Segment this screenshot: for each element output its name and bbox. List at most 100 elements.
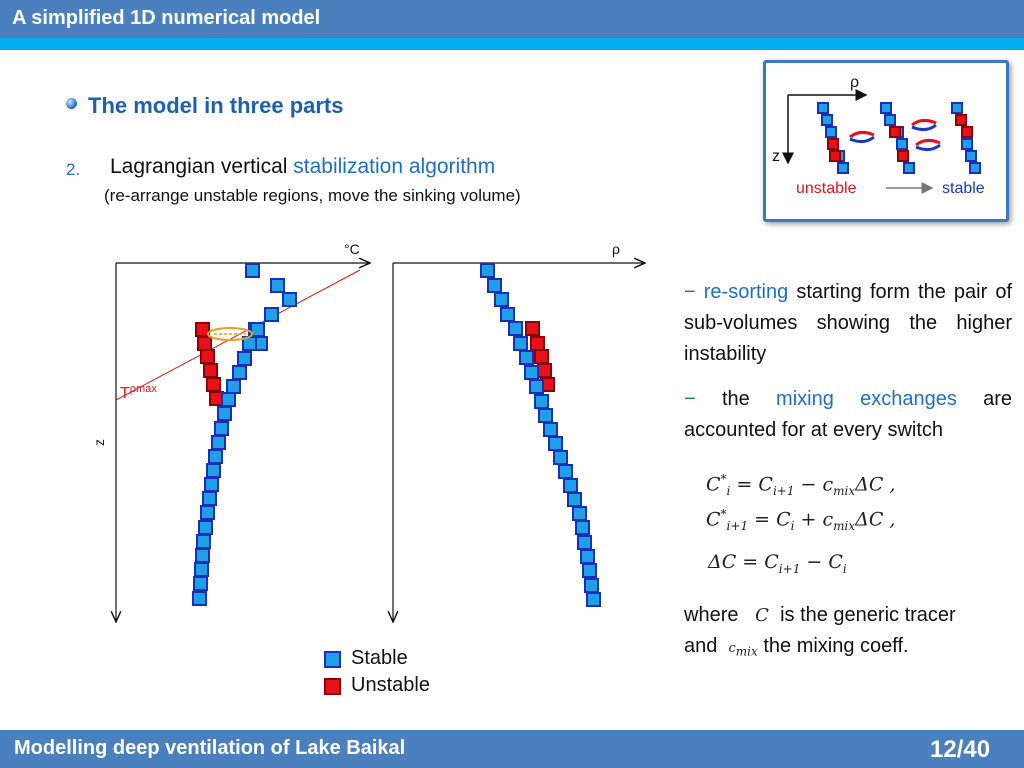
mixing-accent: mixing exchanges <box>776 388 957 410</box>
inset-stable-square <box>825 126 837 138</box>
inset-stable-square <box>965 150 977 162</box>
legend-unstable-swatch <box>324 678 341 695</box>
unstable-square <box>203 363 218 378</box>
stable-square <box>196 534 211 549</box>
stable-square <box>567 492 582 507</box>
stable-square <box>575 520 590 535</box>
stable-square <box>232 365 247 380</box>
stable-square <box>193 576 208 591</box>
where-text: where C is the generic tracer and cmix t… <box>684 604 956 659</box>
inset-stable-square <box>961 138 973 150</box>
stable-square <box>270 278 285 293</box>
unstable-square <box>530 336 545 351</box>
equation-3: ΔC = Ci+1 − Ci <box>708 551 847 576</box>
inset-stable-label: stable <box>942 180 985 197</box>
item-text: Lagrangian vertical stabilization algori… <box>110 155 495 179</box>
inset-rho-label: ρ <box>850 74 859 91</box>
stable-square <box>586 592 601 607</box>
stable-square <box>264 307 279 322</box>
stable-square <box>208 449 223 464</box>
stable-square <box>221 392 236 407</box>
stable-square <box>198 520 213 535</box>
stable-square <box>513 336 528 351</box>
section-title: The model in three parts <box>88 93 344 118</box>
stable-square <box>553 450 568 465</box>
slide-title: A simplified 1D numerical model <box>12 7 321 29</box>
inset-unstable-square <box>961 126 973 138</box>
footer-title: Modelling deep ventilation of Lake Baika… <box>14 737 406 759</box>
swap-indicator-icon <box>207 327 253 341</box>
rho-profile-squares <box>480 263 601 607</box>
rho-axis-label: ρ <box>612 241 620 257</box>
stable-square <box>577 535 592 550</box>
stable-square <box>580 549 595 564</box>
stable-square <box>214 421 229 436</box>
inset-stable-square <box>817 102 829 114</box>
stable-square <box>529 379 544 394</box>
unstable-square <box>206 377 221 392</box>
stable-square <box>192 591 207 606</box>
stable-square <box>211 435 226 450</box>
stable-square <box>508 321 523 336</box>
stable-square <box>206 463 221 478</box>
unstable-square <box>537 363 552 378</box>
item-number: 2. <box>66 160 81 179</box>
stable-square <box>563 478 578 493</box>
inset-unstable-square <box>829 150 841 162</box>
temp-profile-squares <box>192 263 297 606</box>
bullet-icon <box>66 98 77 109</box>
inset-stable-square <box>951 102 963 114</box>
legend-unstable-label: Unstable <box>351 674 430 696</box>
stable-square <box>582 563 597 578</box>
inset-unstable-square <box>889 126 901 138</box>
stable-square <box>548 436 563 451</box>
stable-square <box>237 351 252 366</box>
stable-square <box>558 464 573 479</box>
item-text-plain: Lagrangian vertical <box>110 155 294 178</box>
header-bar <box>0 0 1024 38</box>
legend-stable-swatch <box>324 651 341 668</box>
inset-stable-square <box>896 138 908 150</box>
stable-square <box>494 292 509 307</box>
stable-square <box>584 578 599 593</box>
stable-square <box>480 263 495 278</box>
stable-square <box>534 394 549 409</box>
inset-diagram: ρ z unstable stable <box>772 74 985 197</box>
stable-square <box>524 365 539 380</box>
resorting-accent: re-sorting <box>703 281 789 303</box>
inset-unstable-label: unstable <box>796 180 857 197</box>
swap-arrows-icon <box>849 118 941 152</box>
inset-squares <box>817 102 981 174</box>
stable-square <box>282 292 297 307</box>
stable-square <box>538 408 553 423</box>
stable-square <box>245 263 260 278</box>
stable-square <box>217 406 232 421</box>
item-subtitle: (re-arrange unstable regions, move the s… <box>104 186 521 205</box>
stable-square <box>226 379 241 394</box>
t-rho-max-line <box>115 269 361 401</box>
stable-square <box>500 307 515 322</box>
unstable-square <box>200 349 215 364</box>
unstable-square <box>534 349 549 364</box>
stable-square <box>195 548 210 563</box>
unstable-square <box>197 336 212 351</box>
stable-square <box>250 322 265 337</box>
stable-square <box>543 422 558 437</box>
stable-square <box>572 506 587 521</box>
header-accent-strip <box>0 38 1024 50</box>
legend-stable-label: Stable <box>351 647 408 669</box>
stable-square <box>202 491 217 506</box>
inset-stable-square <box>837 162 849 174</box>
stabilization-inset: ρ z unstable stable <box>763 60 1009 222</box>
inset-stable-square <box>880 102 892 114</box>
stable-square <box>200 505 215 520</box>
inset-unstable-square <box>827 138 839 150</box>
stable-square <box>204 477 219 492</box>
stable-square <box>487 278 502 293</box>
inset-stable-square <box>884 114 896 126</box>
inset-stable-square <box>969 162 981 174</box>
temp-axis-label: °C <box>344 241 360 257</box>
t-rho-max-label: Tρmax <box>120 383 157 402</box>
inset-stable-square <box>821 114 833 126</box>
